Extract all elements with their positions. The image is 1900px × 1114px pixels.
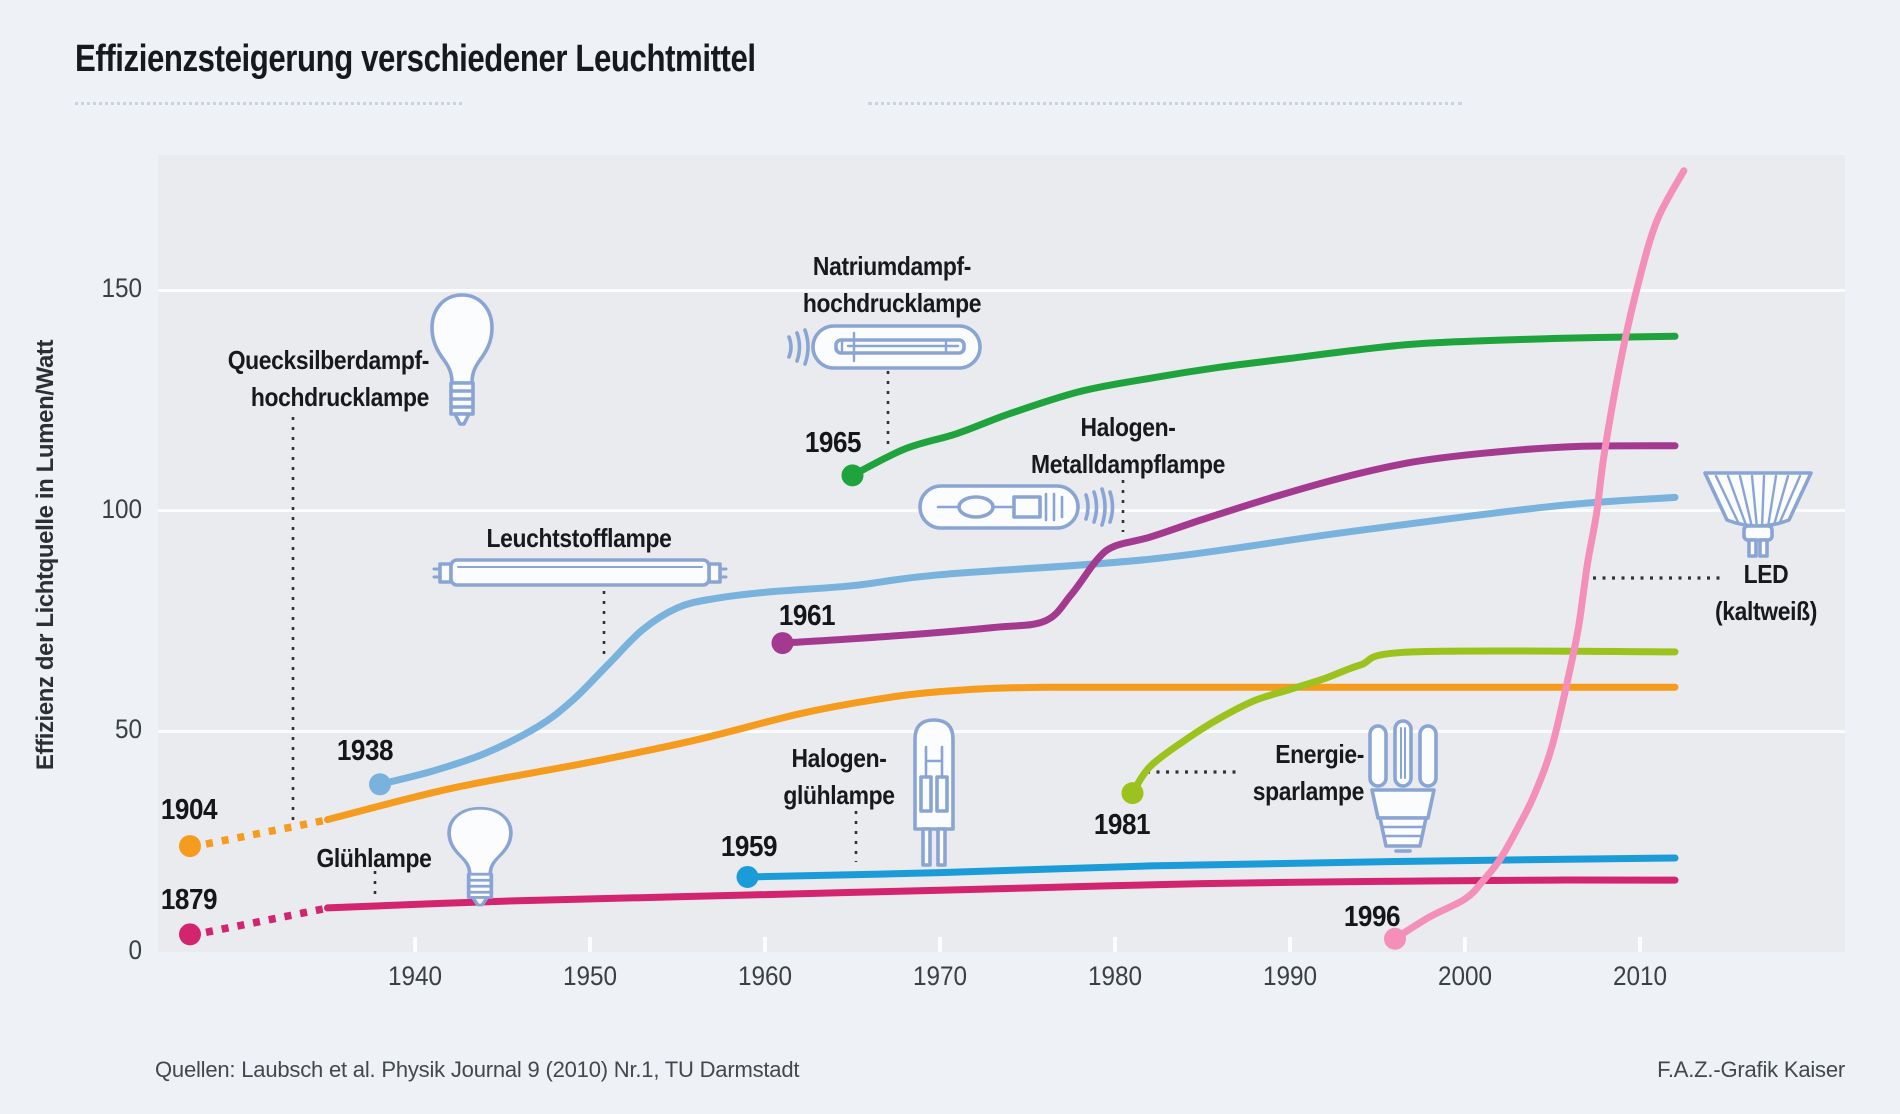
x-tick-label-1940: 1940 xyxy=(387,961,443,991)
series-label-halogenglueh: Halogen-glühlampe xyxy=(733,740,944,814)
series-dotted-intro-gluehlampe xyxy=(205,905,325,937)
series-label-line: Metalldampflampe xyxy=(1031,449,1225,479)
x-tick-mark-1990 xyxy=(1288,937,1292,952)
cfl-icon xyxy=(1368,719,1438,853)
series-label-line: hochdrucklampe xyxy=(250,382,430,412)
gridline-150 xyxy=(158,289,1845,292)
series-label-line: Natriumdampf- xyxy=(812,251,972,281)
series-line-energiespar xyxy=(1129,647,1679,797)
series-label-halogenmetall: Halogen- Metalldampflampe xyxy=(987,409,1269,483)
series-line-natrium xyxy=(849,332,1679,479)
series-year-label-energiespar: 1981 xyxy=(1093,809,1151,841)
plot-area xyxy=(158,155,1845,952)
mercury-vapor-bulb-icon xyxy=(430,293,494,426)
x-tick-label-2010: 2010 xyxy=(1612,961,1668,991)
series-label-natrium: Natriumdampf-hochdrucklampe xyxy=(760,248,1024,322)
page-title: Effizienzsteigerung verschiedener Leucht… xyxy=(75,38,756,80)
x-tick-label-1990: 1990 xyxy=(1262,961,1318,991)
x-tick-mark-2000 xyxy=(1463,937,1467,952)
series-label-line: Halogen- xyxy=(1080,412,1176,442)
series-year-label-leuchtstoff: 1938 xyxy=(336,735,394,767)
y-tick-label-0: 0 xyxy=(128,935,142,965)
series-year-label-gluehlampe: 1879 xyxy=(160,884,218,916)
series-label-line: (kaltweiß) xyxy=(1714,596,1817,626)
series-year-label-led: 1996 xyxy=(1343,901,1401,933)
series-line-halogenmetall xyxy=(779,442,1679,647)
series-year-label-natrium: 1965 xyxy=(804,427,862,459)
x-tick-mark-1960 xyxy=(763,937,767,952)
series-label-quecksilber: Quecksilberdampf-hochdrucklampe xyxy=(147,342,430,416)
y-tick-label-50: 50 xyxy=(114,714,142,745)
series-line-led xyxy=(1391,167,1688,943)
source-note: Quellen: Laubsch et al. Physik Journal 9… xyxy=(155,1057,800,1082)
series-label-line: Energie- xyxy=(1275,739,1364,769)
gridline-50 xyxy=(158,730,1845,734)
ghost-subtitle-dots-right xyxy=(868,102,1462,105)
series-label-energiespar: Energie-sparlampe xyxy=(1082,736,1365,810)
x-tick-label-2000: 2000 xyxy=(1437,961,1493,991)
series-start-dot-gluehlampe xyxy=(179,923,201,946)
series-label-line: hochdrucklampe xyxy=(802,288,982,318)
x-tick-label-1960: 1960 xyxy=(737,961,793,991)
x-tick-mark-1950 xyxy=(588,937,592,952)
series-line-leuchtstoff xyxy=(376,493,1679,788)
ghost-subtitle-dots-left xyxy=(75,102,462,105)
series-dotted-intro-quecksilber xyxy=(205,816,325,848)
x-tick-mark-1980 xyxy=(1113,937,1117,952)
x-tick-mark-1970 xyxy=(938,937,942,952)
fluorescent-tube-icon xyxy=(432,558,728,587)
series-label-leuchtstoff: Leuchtstofflampe xyxy=(447,520,711,557)
y-tick-label-100: 100 xyxy=(101,493,142,524)
series-label-line: Glühlampe xyxy=(316,843,432,873)
series-label-line: LED xyxy=(1743,559,1789,589)
series-year-label-halogenmetall: 1961 xyxy=(778,600,836,632)
incandescent-bulb-icon xyxy=(447,806,513,907)
series-label-line: Halogen- xyxy=(791,743,887,773)
series-label-gluehlampe: Glühlampe xyxy=(260,840,489,877)
x-tick-mark-1940 xyxy=(413,937,417,952)
x-tick-label-1980: 1980 xyxy=(1087,961,1143,991)
x-tick-label-1950: 1950 xyxy=(562,961,618,991)
series-year-label-quecksilber: 1904 xyxy=(160,794,218,826)
series-label-line: glühlampe xyxy=(783,780,895,810)
series-label-led: LED (kaltweiß) xyxy=(1669,556,1863,630)
series-label-line: sparlampe xyxy=(1252,776,1365,806)
halogen-capsule-icon xyxy=(913,718,955,867)
metal-halide-lamp-icon xyxy=(918,484,1115,530)
series-label-line: Quecksilberdampf- xyxy=(227,345,430,375)
series-start-dot-quecksilber xyxy=(179,835,201,858)
series-label-line: Leuchtstofflampe xyxy=(486,523,672,553)
sodium-vapor-lamp-icon xyxy=(787,324,982,370)
x-tick-label-1970: 1970 xyxy=(912,961,968,991)
series-line-halogenglueh xyxy=(744,854,1679,881)
series-year-label-halogenglueh: 1959 xyxy=(720,831,778,863)
x-tick-mark-2010 xyxy=(1638,937,1642,952)
credit-note: F.A.Z.-Grafik Kaiser xyxy=(1657,1057,1845,1082)
led-spot-icon xyxy=(1703,471,1813,558)
y-tick-label-150: 150 xyxy=(101,273,142,303)
